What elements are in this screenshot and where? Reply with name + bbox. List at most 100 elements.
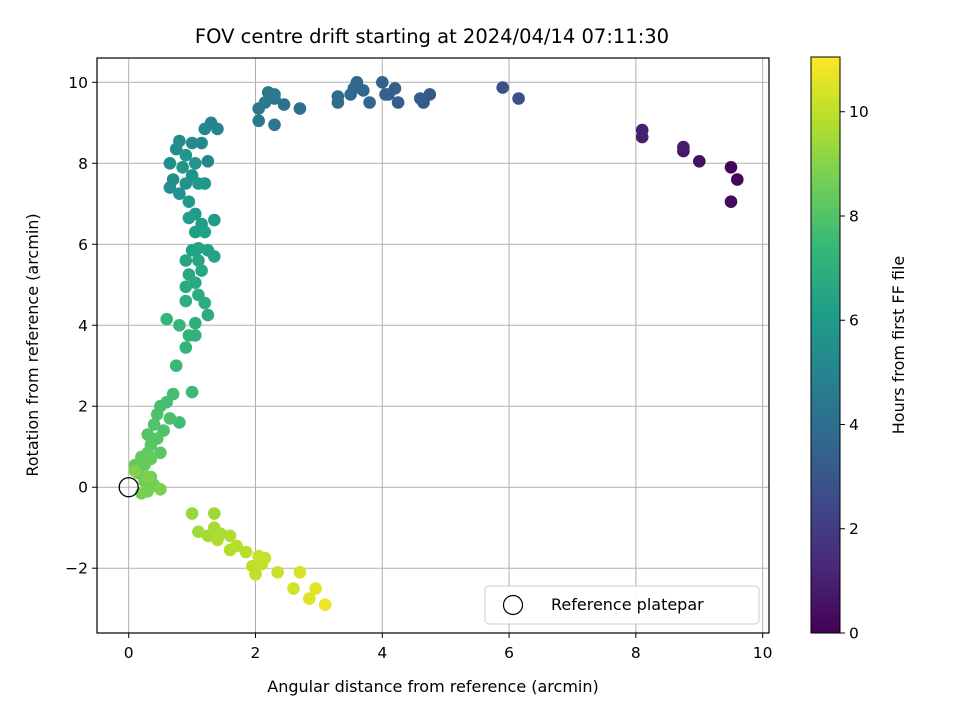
data-point <box>724 195 738 208</box>
data-point <box>154 446 167 460</box>
data-point <box>252 549 265 563</box>
data-point <box>160 312 173 326</box>
y-tick-label: 4 <box>78 317 88 335</box>
data-point <box>198 225 212 239</box>
data-point <box>268 88 281 101</box>
y-tick-label: 2 <box>78 398 88 416</box>
data-point <box>318 598 332 611</box>
colorbar-gradient <box>810 56 841 634</box>
data-point <box>154 483 167 496</box>
data-point <box>147 418 161 431</box>
data-point <box>208 507 221 520</box>
data-point <box>185 136 199 150</box>
data-point <box>635 123 649 137</box>
data-point <box>185 507 199 520</box>
data-point <box>150 408 164 421</box>
data-point <box>163 181 177 194</box>
data-point <box>189 276 202 290</box>
data-point <box>195 264 208 277</box>
x-tick-label: 2 <box>251 644 261 662</box>
data-point <box>179 341 193 354</box>
data-point <box>230 539 243 553</box>
data-point <box>249 568 262 581</box>
data-point <box>201 155 215 168</box>
data-point <box>173 319 186 332</box>
y-tick-label: 6 <box>78 236 88 254</box>
data-point <box>268 118 281 132</box>
data-point <box>211 122 224 136</box>
data-points <box>128 76 744 611</box>
data-point <box>179 294 193 308</box>
x-tick-label: 4 <box>377 644 387 662</box>
x-tick-label: 0 <box>124 644 134 662</box>
data-point <box>141 470 154 484</box>
y-axis-ticks: −2 0 2 4 6 8 10 <box>65 74 97 578</box>
data-point <box>198 296 212 310</box>
data-point <box>677 140 690 154</box>
data-point <box>189 316 202 330</box>
data-point <box>198 122 212 136</box>
data-point <box>277 98 291 111</box>
data-point <box>176 161 189 174</box>
data-point <box>189 157 202 170</box>
x-tick-label: 10 <box>753 644 773 662</box>
colorbar: 0 2 4 6 8 10 Hours from first FF file <box>810 56 908 643</box>
data-point <box>173 187 186 200</box>
data-point <box>223 529 237 543</box>
data-point <box>169 359 183 373</box>
colorbar-tick-label: 2 <box>849 520 859 538</box>
y-tick-label: −2 <box>65 560 88 578</box>
x-tick-label: 6 <box>504 644 514 662</box>
data-point <box>287 582 300 595</box>
data-point <box>169 142 183 156</box>
data-point <box>252 114 265 128</box>
colorbar-label: Hours from first FF file <box>889 256 908 435</box>
y-tick-label: 10 <box>68 74 88 92</box>
data-point <box>135 487 148 500</box>
colorbar-tick-label: 6 <box>849 312 859 330</box>
colorbar-tick-label: 10 <box>849 103 869 121</box>
data-point <box>414 92 427 105</box>
data-point <box>512 92 525 105</box>
data-point <box>128 464 142 478</box>
data-point <box>182 211 196 225</box>
legend: Reference platepar <box>484 585 760 625</box>
legend-entry: Reference platepar <box>551 595 704 614</box>
data-point <box>173 416 186 429</box>
chart-title: FOV centre drift starting at 2024/04/14 … <box>195 25 669 48</box>
data-point <box>693 155 706 168</box>
data-point <box>331 90 345 103</box>
data-point <box>293 102 307 115</box>
data-point <box>144 452 158 466</box>
reference-platepar-marker <box>118 477 139 498</box>
data-point <box>382 88 395 101</box>
data-point <box>163 157 177 170</box>
colorbar-ticks: 0 2 4 6 8 10 <box>840 103 869 643</box>
colorbar-tick-label: 8 <box>849 207 859 225</box>
colorbar-tick-label: 0 <box>849 625 859 643</box>
data-point <box>271 566 285 579</box>
data-point <box>293 566 307 579</box>
data-point <box>163 412 177 425</box>
data-point <box>192 254 205 267</box>
reference-marker-group <box>118 477 139 498</box>
data-point <box>182 195 196 208</box>
plot-frame <box>96 57 770 634</box>
legend-marker <box>502 594 524 616</box>
data-point <box>211 533 224 547</box>
data-point <box>239 545 253 559</box>
data-point <box>724 161 738 174</box>
data-point <box>376 76 389 89</box>
colorbar-tick-label: 4 <box>849 416 859 434</box>
data-point <box>182 329 196 342</box>
data-point <box>363 96 376 109</box>
data-point <box>391 96 405 109</box>
data-point <box>179 280 193 294</box>
data-point <box>496 81 510 94</box>
data-point <box>208 213 221 227</box>
data-point <box>185 385 199 399</box>
y-tick-label: 8 <box>78 155 88 173</box>
data-point <box>303 592 316 605</box>
data-point <box>179 148 193 162</box>
